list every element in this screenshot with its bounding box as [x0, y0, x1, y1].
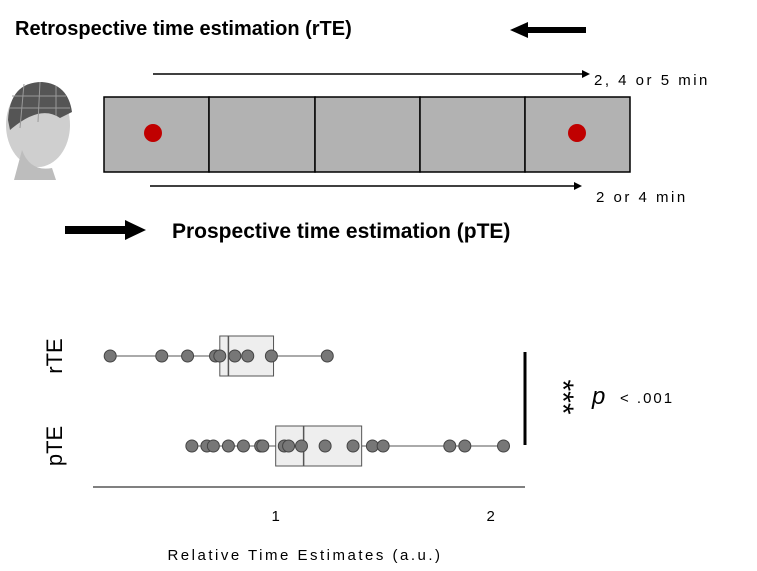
data-point	[365, 439, 379, 453]
data-point	[185, 439, 199, 453]
data-point	[458, 439, 472, 453]
retro-title: Retrospective time estimation (rTE)	[15, 18, 352, 40]
block-strip	[103, 96, 631, 173]
data-point	[206, 439, 220, 453]
x-tick-label: 2	[486, 508, 494, 525]
y-tick-label: pTE	[42, 426, 67, 466]
data-point	[236, 439, 250, 453]
data-point	[282, 439, 296, 453]
pro-duration: 2 or 4 min	[596, 189, 688, 206]
data-point	[155, 349, 169, 363]
pro-arrow	[65, 220, 146, 240]
retro-duration: 2, 4 or 5 min	[594, 72, 710, 89]
box-plot: 1 2 Relative Time Estimates (a.u.) rTE pTE **…	[42, 335, 674, 564]
data-point	[497, 439, 511, 453]
p-value: < .001	[620, 390, 674, 407]
data-point	[376, 439, 390, 453]
pro-title: Prospective time estimation (pTE)	[172, 220, 510, 243]
data-point	[181, 349, 195, 363]
y-tick-label: rTE	[42, 338, 67, 373]
x-tick-label: 1	[272, 508, 280, 525]
start-marker	[144, 124, 162, 142]
data-point	[264, 349, 278, 363]
data-point	[256, 439, 270, 453]
data-point	[103, 349, 117, 363]
data-point	[318, 439, 332, 453]
head-icon	[6, 81, 72, 180]
p-symbol: p	[591, 383, 605, 410]
data-point	[213, 349, 227, 363]
significance-stars: ***	[546, 379, 579, 414]
data-point	[294, 439, 308, 453]
x-axis-label: Relative Time Estimates (a.u.)	[167, 547, 442, 564]
data-point	[241, 349, 255, 363]
arrowhead	[582, 70, 590, 78]
data-point	[228, 349, 242, 363]
arrowhead	[574, 182, 582, 190]
data-point	[346, 439, 360, 453]
end-marker	[568, 124, 586, 142]
data-point	[320, 349, 334, 363]
data-point	[221, 439, 235, 453]
data-point	[443, 439, 457, 453]
retro-arrow	[510, 22, 586, 38]
